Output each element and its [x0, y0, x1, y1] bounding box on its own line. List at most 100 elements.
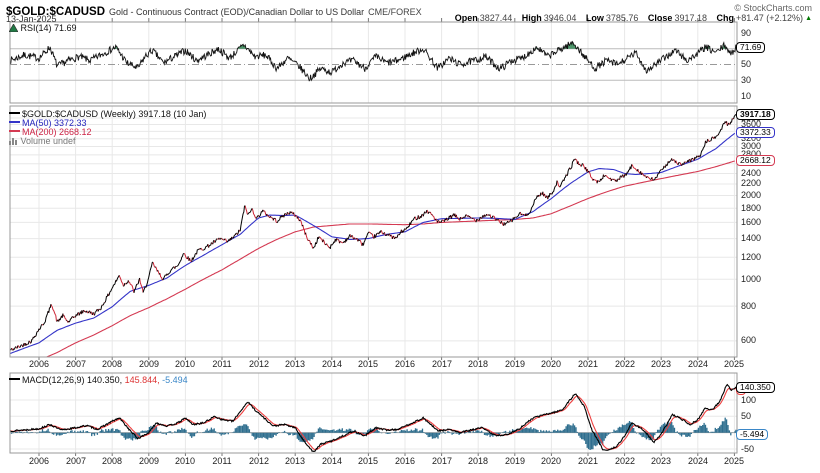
ma50-line-icon	[9, 121, 20, 123]
price-axis-tick-label: 1200	[741, 252, 762, 262]
close-value: 3917.18	[674, 13, 707, 23]
x-axis-year-label: 2007	[65, 359, 87, 369]
x-axis-year-label: 2009	[138, 359, 160, 369]
price-axis-tick-label: 3000	[741, 141, 762, 151]
x-axis-year-label: 2006	[28, 359, 50, 369]
price-legend-label: $GOLD:$CADUSD (Weekly) 3917.18 (10 Jan)	[22, 109, 207, 119]
x-axis-year-label: 2016	[394, 456, 416, 466]
x-axis-year-label: 2010	[174, 456, 196, 466]
chart-date: 13-Jan-2025	[6, 14, 57, 24]
price-axis-tick-label: 1600	[741, 217, 762, 227]
rsi-axis-tick-label: 30	[741, 75, 752, 85]
x-axis-year-label: 2023	[650, 359, 672, 369]
price-axis-tick-label: 2000	[741, 190, 762, 200]
x-axis-year-label: 2008	[101, 456, 123, 466]
macd-legend-value: 140.350,	[87, 375, 123, 385]
rsi-axis-tick-label: 90	[741, 28, 752, 38]
price-axis-tick-label: 1000	[741, 274, 762, 284]
x-axis-year-label: 2007	[65, 456, 87, 466]
copyright-label: © StockCharts.com	[734, 3, 812, 13]
rsi-legend-label: RSI(14) 71.69	[20, 23, 77, 33]
rsi-legend: RSI(14) 71.69	[8, 23, 77, 33]
price-axis-tick-label: 600	[741, 335, 757, 345]
rsi-area-icon	[8, 23, 19, 33]
x-axis-year-label: 2015	[357, 359, 379, 369]
x-axis-year-label: 2016	[394, 359, 416, 369]
macd-axis-tick-label: 50	[741, 411, 752, 421]
ma50-legend-label: MA(50) 3372.33	[22, 118, 87, 128]
x-axis-year-label: 2020	[540, 359, 562, 369]
symbol-title: $GOLD:$CADUSD	[6, 6, 106, 18]
x-axis-year-label: 2020	[540, 456, 562, 466]
close-label: Close	[647, 13, 673, 23]
macd-hist-value: -5.494	[162, 375, 188, 385]
macd-axis-tick-label: -50	[741, 444, 755, 454]
x-axis-year-label: 2009	[138, 456, 160, 466]
volume-legend-label: Volume undef	[20, 136, 76, 146]
volume-bars-icon	[9, 138, 17, 145]
price-axis-tick-label: 800	[741, 301, 757, 311]
low-value: 3785.76	[605, 13, 639, 23]
x-axis-year-label: 2013	[284, 456, 306, 466]
rsi-value-badge: 71.69	[736, 42, 766, 53]
open-label: Open	[454, 13, 478, 23]
x-axis-year-label: 2010	[174, 359, 196, 369]
x-axis-year-label: 2012	[248, 359, 270, 369]
ma200-value-badge: 2668.12	[736, 155, 775, 166]
x-axis-year-label: 2019	[504, 456, 526, 466]
price-axis-tick-label: 2200	[741, 178, 762, 188]
x-axis-year-label: 2018	[467, 359, 489, 369]
chart-header: $GOLD:$CADUSD Gold - Continuous Contract …	[6, 2, 422, 20]
chg-value: +81.47 (+2.12%)	[736, 13, 804, 23]
low-label: Low	[585, 13, 604, 23]
price-axis-tick-label: 3200	[741, 133, 762, 143]
price-line-icon	[9, 112, 20, 114]
ma200-legend: MA(200) 2668.12	[9, 128, 92, 137]
x-axis-year-label: 2019	[504, 359, 526, 369]
price-legend: $GOLD:$CADUSD (Weekly) 3917.18 (10 Jan)	[9, 110, 206, 119]
x-axis-year-label: 2021	[577, 456, 599, 466]
macd-value-badge: 140.350	[736, 382, 775, 393]
macd-line-icon	[9, 378, 20, 380]
macd-hist-badge: -5.494	[736, 429, 769, 440]
x-axis-year-label: 2024	[687, 359, 709, 369]
high-value: 3946.04	[543, 13, 577, 23]
exchange-label: CME/FOREX	[368, 7, 422, 17]
x-axis-year-label: 2017	[431, 456, 453, 466]
x-axis-year-label: 2017	[431, 359, 453, 369]
x-axis-year-label: 2012	[248, 456, 270, 466]
chg-label: Chg	[716, 13, 735, 23]
price-axis-tick-label: 3600	[741, 119, 762, 129]
chg-up-arrow-icon: ▲	[805, 15, 812, 22]
macd-legend: MACD(12,26,9) 140.350, 145.844, -5.494	[9, 376, 188, 385]
x-axis-year-label: 2013	[284, 359, 306, 369]
price-axis-tick-label: 1800	[741, 203, 762, 213]
x-axis-year-label: 2006	[28, 456, 50, 466]
x-axis-year-label: 2023	[650, 456, 672, 466]
x-axis-year-label: 2011	[212, 359, 232, 369]
ma50-legend: MA(50) 3372.33	[9, 119, 87, 128]
x-axis-year-label: 2025	[723, 359, 745, 369]
x-axis-year-label: 2008	[101, 359, 123, 369]
macd-axis-tick-label: 100	[741, 395, 757, 405]
x-axis-year-label: 2022	[614, 359, 636, 369]
x-axis-year-label: 2021	[577, 359, 599, 369]
x-axis-year-label: 2024	[687, 456, 709, 466]
price-value-badge: 3917.18	[736, 109, 775, 120]
ma200-line-icon	[9, 130, 20, 132]
ma50-value-badge: 3372.33	[736, 127, 775, 138]
x-axis-year-label: 2014	[321, 359, 343, 369]
ma200-legend-label: MA(200) 2668.12	[22, 127, 92, 137]
x-axis-year-label: 2025	[723, 456, 745, 466]
symbol-description: Gold - Continuous Contract (EOD)/Canadia…	[109, 7, 365, 17]
high-label: High	[521, 13, 542, 23]
macd-legend-name: MACD(12,26,9)	[22, 375, 85, 385]
rsi-axis-tick-label: 50	[741, 59, 752, 69]
price-axis-tick-label: 2400	[741, 168, 762, 178]
volume-legend: Volume undef	[9, 137, 76, 146]
macd-signal-value: 145.844,	[124, 375, 160, 385]
price-axis-tick-label: 1400	[741, 233, 762, 243]
x-axis-year-label: 2022	[614, 456, 636, 466]
